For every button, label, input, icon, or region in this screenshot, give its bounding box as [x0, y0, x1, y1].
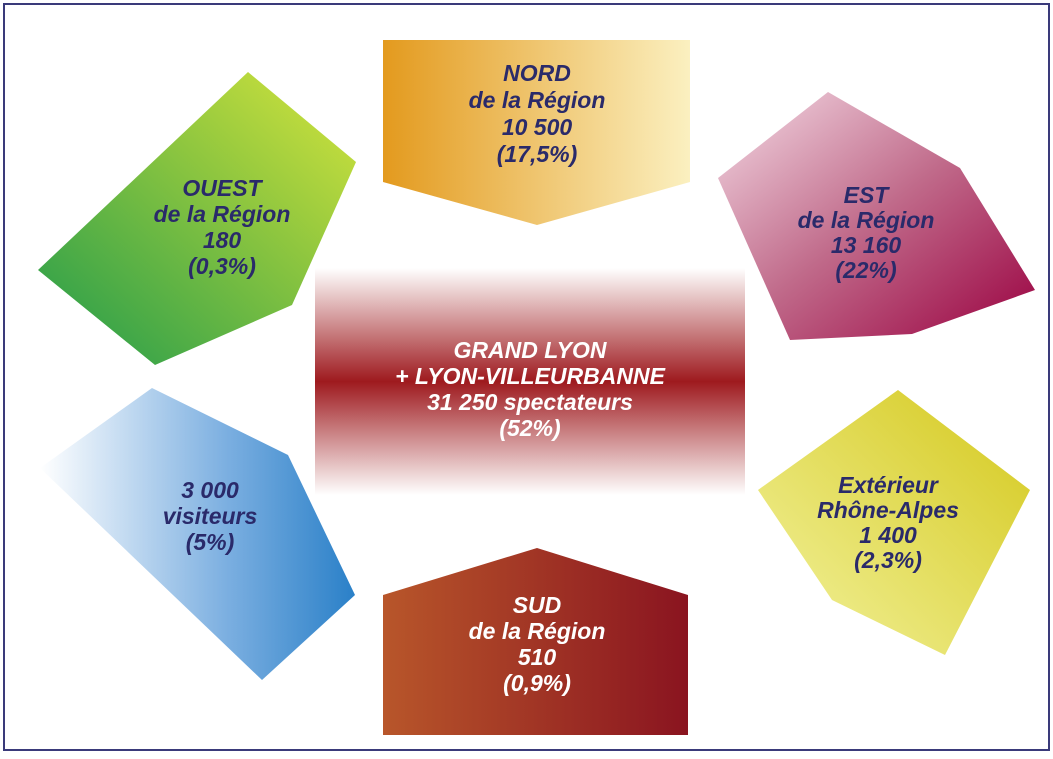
node-label: EST: [844, 182, 891, 208]
node-label: SUD: [513, 592, 562, 618]
ouest-shape: [38, 72, 356, 365]
est-shape: [718, 92, 1035, 340]
visiteurs-shape: [40, 388, 355, 680]
node-label: 510: [518, 644, 557, 670]
node-label: (2,3%): [854, 547, 922, 573]
node-label: 10 500: [502, 114, 573, 140]
node-label: (17,5%): [497, 141, 578, 167]
node-label: 180: [203, 227, 242, 253]
node-label: de la Région: [154, 201, 291, 227]
nord-shape: [383, 40, 690, 225]
node-label: visiteurs: [163, 503, 258, 529]
node-label: (0,9%): [503, 670, 571, 696]
node-label: (0,3%): [188, 253, 256, 279]
node-label: OUEST: [182, 175, 263, 201]
node-label: 31 250 spectateurs: [427, 389, 633, 415]
exterieur-shape: [758, 390, 1030, 655]
node-label: (52%): [499, 415, 560, 441]
node-label: de la Région: [469, 618, 606, 644]
node-label: GRAND LYON: [454, 337, 607, 363]
node-label: (5%): [186, 529, 235, 555]
node-label: 1 400: [859, 522, 917, 548]
node-label: Extérieur: [838, 472, 939, 498]
node-label: 3 000: [181, 477, 239, 503]
node-label: (22%): [835, 257, 896, 283]
frame: [3, 3, 1050, 751]
node-label: Rhône-Alpes: [817, 497, 959, 523]
center-shape: [315, 268, 745, 495]
node-label: NORD: [503, 60, 571, 86]
node-label: + LYON-VILLEURBANNE: [395, 363, 665, 389]
node-label: de la Région: [798, 207, 935, 233]
node-label: 13 160: [831, 232, 902, 258]
sud-shape: [383, 548, 688, 735]
node-label: de la Région: [469, 87, 606, 113]
